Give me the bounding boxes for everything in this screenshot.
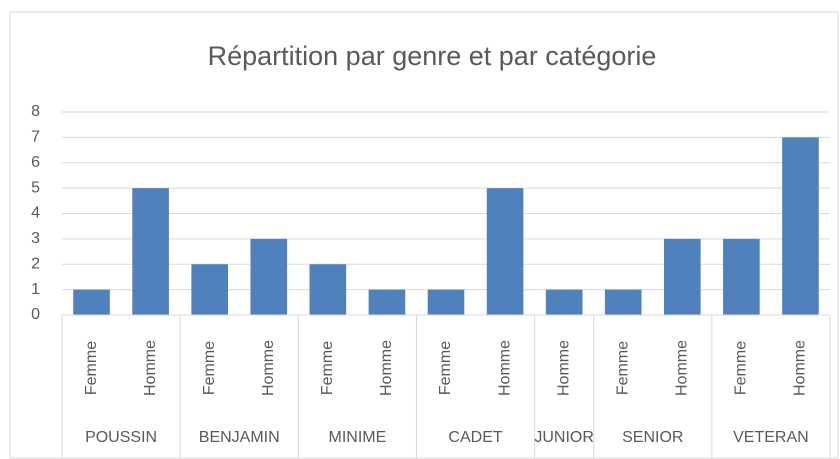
- x-tick-label: Homme: [792, 340, 809, 396]
- bar: [663, 238, 701, 315]
- x-tick-label: Homme: [555, 340, 572, 396]
- bar: [782, 137, 819, 315]
- bar: [132, 188, 169, 315]
- y-tick-label: 0: [31, 306, 40, 323]
- bar: [309, 264, 347, 315]
- y-tick-label: 1: [31, 281, 40, 298]
- x-tick-label: Femme: [201, 341, 218, 395]
- chart-title: Répartition par genre et par catégorie: [208, 41, 657, 71]
- x-tick-label: Femme: [319, 341, 336, 395]
- bar: [427, 289, 465, 315]
- group-label: SENIOR: [622, 429, 683, 446]
- x-tick-label: Femme: [83, 341, 100, 395]
- bar: [368, 289, 406, 315]
- y-tick-label: 4: [31, 205, 40, 222]
- bar: [723, 238, 760, 315]
- y-tick-label: 2: [31, 255, 40, 272]
- y-tick-label: 5: [31, 179, 40, 196]
- group-label: VETERAN: [733, 429, 809, 446]
- bar: [250, 238, 288, 315]
- bar: [486, 188, 524, 315]
- x-tick-label: Homme: [142, 340, 159, 396]
- bar: [604, 289, 642, 315]
- bar: [545, 289, 583, 315]
- y-tick-label: 8: [31, 103, 40, 120]
- x-tick-label: Homme: [378, 340, 395, 396]
- y-tick-label: 3: [31, 230, 40, 247]
- x-tick-label: Homme: [674, 340, 691, 396]
- bar: [191, 264, 229, 315]
- group-label: JUNIOR: [534, 429, 594, 446]
- group-label: MINIME: [328, 429, 386, 446]
- x-tick-label: Femme: [437, 341, 454, 395]
- x-tick-label: Femme: [733, 341, 750, 395]
- bar: [73, 289, 110, 315]
- x-tick-label: Femme: [614, 341, 631, 395]
- x-tick-label: Homme: [496, 340, 513, 396]
- group-label: CADET: [448, 429, 502, 446]
- group-label: BENJAMIN: [199, 429, 280, 446]
- y-tick-label: 6: [31, 154, 40, 171]
- y-tick-label: 7: [31, 129, 40, 146]
- x-tick-label: Homme: [260, 340, 277, 396]
- group-label: POUSSIN: [85, 429, 157, 446]
